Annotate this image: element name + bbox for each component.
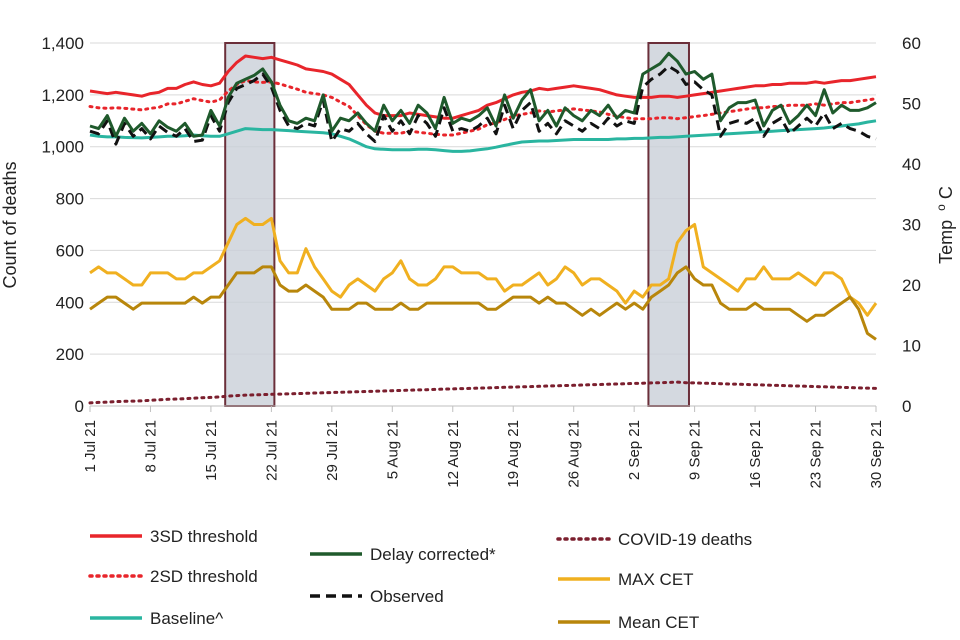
series-delay-corrected <box>89 51 877 138</box>
series-max-cet <box>89 216 878 317</box>
legend-label: MAX CET <box>618 570 694 589</box>
right-axis-title: Temp o C <box>929 186 956 264</box>
right-tick-label: 10 <box>902 337 921 356</box>
series-2sd-threshold <box>88 79 878 137</box>
left-tick-label: 600 <box>56 241 84 260</box>
x-tick-label: 12 Aug 21 <box>445 420 462 488</box>
x-tick-label: 15 Jul 21 <box>203 420 220 481</box>
right-tick-label: 50 <box>902 95 921 114</box>
x-tick-label: 8 Jul 21 <box>142 420 159 473</box>
left-tick-label: 0 <box>75 397 84 416</box>
legend-label: COVID-19 deaths <box>618 530 752 549</box>
right-y-axis: 0 10 20 30 40 50 60 <box>902 34 921 416</box>
left-tick-label: 1,200 <box>41 86 84 105</box>
x-tick-label: 5 Aug 21 <box>384 420 401 479</box>
legend-label: Baseline^ <box>150 609 223 628</box>
legend-item: Mean CET <box>558 613 699 632</box>
legend-item: Baseline^ <box>90 609 223 628</box>
left-tick-label: 1,400 <box>41 34 84 53</box>
legend-item: Delay corrected* <box>310 545 496 564</box>
x-tick-label: 30 Sep 21 <box>868 420 885 488</box>
x-tick-label: 16 Sep 21 <box>747 420 764 488</box>
left-tick-label: 400 <box>56 293 84 312</box>
right-tick-label: 20 <box>902 276 921 295</box>
legend-label: 3SD threshold <box>150 527 258 546</box>
x-axis: 1 Jul 21 8 Jul 21 15 Jul 21 22 Jul 21 29 Jul… <box>82 405 885 488</box>
legend-label: Delay corrected* <box>370 545 496 564</box>
x-tick-label: 1 Jul 21 <box>82 420 99 473</box>
right-axis-title-degree: o <box>934 204 948 211</box>
left-axis-title: Count of deaths <box>0 161 20 288</box>
highlight-periods <box>224 42 690 407</box>
legend-item: MAX CET <box>558 570 694 589</box>
right-axis-title-main: Temp <box>936 220 956 264</box>
legend-label: Observed <box>370 587 444 606</box>
series-baseline <box>89 119 877 153</box>
legend-label: Mean CET <box>618 613 699 632</box>
x-tick-label: 9 Sep 21 <box>687 420 704 480</box>
left-tick-label: 800 <box>56 190 84 209</box>
series-3sd-threshold <box>89 54 877 120</box>
legend: 3SD threshold 2SD threshold Baseline^ Delay… <box>88 527 752 632</box>
right-tick-label: 30 <box>902 216 921 235</box>
right-tick-label: 60 <box>902 34 921 53</box>
series-covid-19-deaths <box>88 380 878 405</box>
legend-item: COVID-19 deaths <box>556 530 752 549</box>
legend-label: 2SD threshold <box>150 567 258 586</box>
x-tick-label: 29 Jul 21 <box>324 420 341 481</box>
legend-item: 2SD threshold <box>88 567 258 586</box>
left-tick-label: 200 <box>56 345 84 364</box>
x-tick-label: 23 Sep 21 <box>808 420 825 488</box>
right-axis-title-unit: C <box>936 186 956 199</box>
x-tick-label: 22 Jul 21 <box>263 420 280 481</box>
left-y-axis: 0 200 400 600 800 1,000 1,200 1,400 <box>41 34 84 416</box>
legend-item: Observed <box>310 587 444 606</box>
x-tick-label: 2 Sep 21 <box>626 420 643 480</box>
highlight-heat-period-july <box>224 42 276 407</box>
series-mean-cet <box>89 265 877 341</box>
legend-item: 3SD threshold <box>90 527 258 546</box>
right-tick-label: 0 <box>902 397 911 416</box>
right-tick-label: 40 <box>902 155 921 174</box>
gridlines <box>90 42 876 407</box>
x-tick-label: 26 Aug 21 <box>566 420 583 488</box>
x-tick-label: 19 Aug 21 <box>505 420 522 488</box>
series-lines <box>88 51 878 405</box>
left-tick-label: 1,000 <box>41 138 84 157</box>
